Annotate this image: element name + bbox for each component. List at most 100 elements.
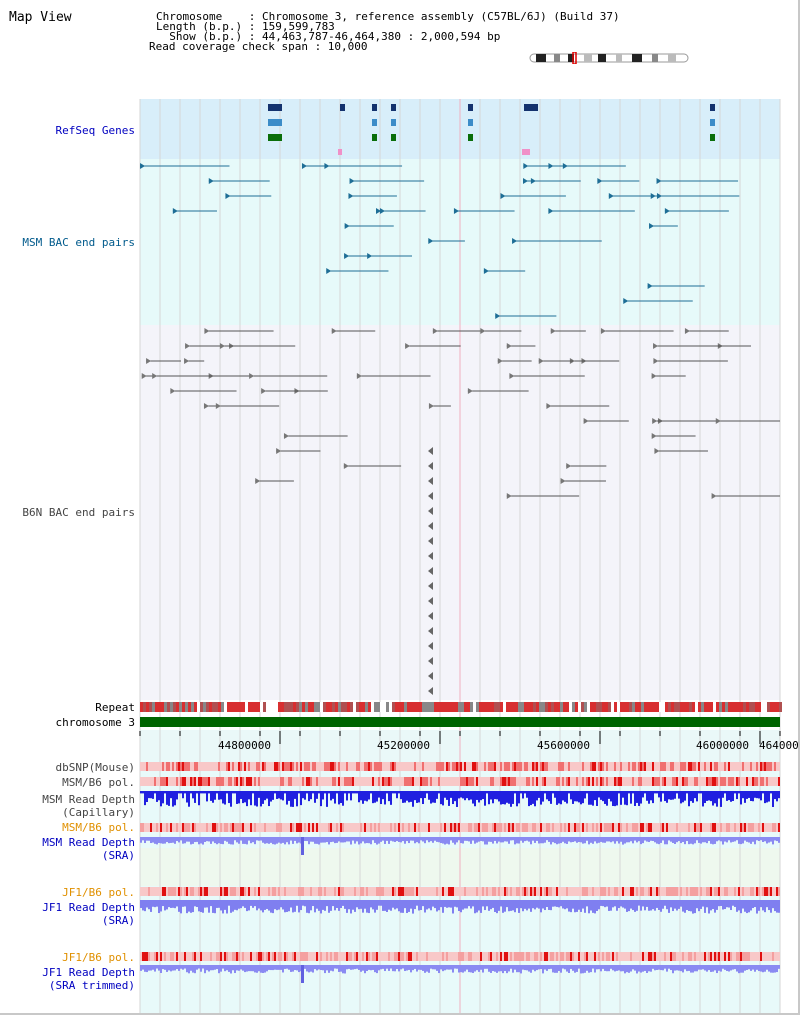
polymorphism-density bbox=[430, 952, 432, 961]
polymorphism-density bbox=[264, 887, 266, 896]
repeat-block bbox=[668, 702, 671, 712]
track-label-msm-read-depth-sra[interactable]: MSM Read Depth bbox=[42, 836, 135, 849]
track-label-dbsnp[interactable]: dbSNP(Mouse) bbox=[55, 761, 135, 774]
read-depth-bar bbox=[476, 837, 478, 843]
read-depth-bar bbox=[714, 791, 716, 804]
repeat-block bbox=[422, 702, 425, 712]
polymorphism-density bbox=[498, 887, 500, 896]
read-depth-bar bbox=[446, 965, 448, 970]
read-depth-bar bbox=[440, 837, 442, 844]
polymorphism-density bbox=[570, 777, 572, 786]
read-depth-bar bbox=[616, 791, 618, 806]
header-coverage-span: Read coverage check span : 10,000 bbox=[149, 40, 368, 53]
polymorphism-density bbox=[398, 952, 400, 961]
read-depth-bar bbox=[764, 837, 766, 842]
polymorphism-density bbox=[748, 762, 750, 771]
polymorphism-density bbox=[236, 887, 238, 896]
polymorphism-density bbox=[264, 823, 266, 832]
repeat-block bbox=[191, 702, 194, 712]
repeat-block bbox=[320, 702, 323, 712]
read-depth-bar bbox=[274, 965, 276, 970]
chromosome-ideogram[interactable] bbox=[528, 52, 692, 64]
track-label-msm-read-depth-capillary[interactable]: MSM Read Depth bbox=[42, 793, 135, 806]
repeat-block bbox=[254, 702, 257, 712]
polymorphism-density bbox=[330, 823, 332, 832]
read-depth-bar bbox=[650, 965, 652, 972]
polymorphism-density bbox=[398, 887, 400, 896]
polymorphism-density bbox=[540, 823, 542, 832]
polymorphism-density bbox=[716, 762, 718, 771]
polymorphism-density bbox=[530, 887, 532, 896]
read-depth-bar bbox=[582, 965, 584, 974]
read-depth-bar bbox=[684, 965, 686, 970]
polymorphism-density bbox=[578, 952, 580, 961]
track-label-jf1-read-depth-sra[interactable]: JF1 Read Depth bbox=[42, 901, 135, 914]
polymorphism-density bbox=[474, 952, 476, 961]
read-depth-bar bbox=[514, 900, 516, 913]
polymorphism-density bbox=[598, 952, 600, 961]
polymorphism-density bbox=[764, 762, 766, 771]
polymorphism-density bbox=[404, 777, 406, 786]
read-depth-bar bbox=[226, 837, 228, 842]
track-label-msm-b6-pol-2[interactable]: MSM/B6 pol. bbox=[62, 821, 135, 834]
read-depth-bar bbox=[476, 965, 478, 971]
polymorphism-density bbox=[222, 887, 224, 896]
polymorphism-density bbox=[172, 887, 174, 896]
polymorphism-density bbox=[430, 777, 432, 786]
polymorphism-density bbox=[560, 823, 562, 832]
track-label-msm-b6-pol-1[interactable]: MSM/B6 pol. bbox=[62, 776, 135, 789]
read-depth-bar bbox=[208, 900, 210, 913]
polymorphism-density bbox=[488, 823, 490, 832]
polymorphism-density bbox=[350, 952, 352, 961]
read-depth-bar bbox=[728, 900, 730, 908]
polymorphism-density bbox=[196, 762, 198, 771]
track-label-jf1-b6-pol-2[interactable]: JF1/B6 pol. bbox=[62, 951, 135, 964]
b6n-bac-end bbox=[583, 418, 589, 424]
read-depth-bar bbox=[470, 837, 472, 844]
read-depth-bar bbox=[660, 791, 662, 802]
polymorphism-density bbox=[658, 952, 660, 961]
read-depth-bar bbox=[698, 837, 700, 843]
read-depth-bar bbox=[650, 837, 652, 841]
polymorphism-density bbox=[304, 777, 306, 786]
polymorphism-density bbox=[570, 823, 572, 832]
polymorphism-density bbox=[520, 762, 522, 771]
polymorphism-density bbox=[428, 887, 430, 896]
track-label-refseq-genes[interactable]: RefSeq Genes bbox=[55, 124, 135, 137]
polymorphism-density bbox=[432, 887, 434, 896]
read-depth-bar bbox=[704, 900, 706, 913]
polymorphism-density bbox=[348, 762, 350, 771]
read-depth-bar bbox=[484, 837, 486, 845]
track-label-msm-bac[interactable]: MSM BAC end pairs bbox=[22, 236, 135, 249]
polymorphism-density bbox=[550, 777, 552, 786]
read-depth-bar bbox=[548, 965, 550, 970]
read-depth-bar bbox=[276, 791, 278, 799]
read-depth-bar bbox=[232, 837, 234, 845]
polymorphism-density bbox=[290, 887, 292, 896]
polymorphism-density bbox=[592, 952, 594, 961]
read-depth-bar bbox=[752, 837, 754, 842]
polymorphism-density bbox=[280, 762, 282, 771]
read-depth-bar bbox=[490, 791, 492, 800]
read-depth-bar bbox=[556, 837, 558, 845]
polymorphism-density bbox=[362, 952, 364, 961]
read-depth-bar bbox=[514, 837, 516, 845]
read-depth-bar bbox=[770, 837, 772, 842]
polymorphism-density bbox=[156, 952, 158, 961]
track-label-b6n-bac[interactable]: B6N BAC end pairs bbox=[22, 506, 135, 519]
read-depth-bar bbox=[312, 791, 314, 794]
read-depth-bar bbox=[618, 900, 620, 909]
track-label-jf1-read-depth-trimmed[interactable]: JF1 Read Depth bbox=[42, 966, 135, 979]
polymorphism-density bbox=[332, 823, 334, 832]
polymorphism-density bbox=[242, 762, 244, 771]
polymorphism-density bbox=[514, 952, 516, 961]
polymorphism-density bbox=[148, 762, 150, 771]
polymorphism-density bbox=[426, 777, 428, 786]
track-label-jf1-b6-pol-1[interactable]: JF1/B6 pol. bbox=[62, 886, 135, 899]
polymorphism-density bbox=[406, 777, 408, 786]
polymorphism-density bbox=[610, 777, 612, 786]
read-depth-bar bbox=[502, 965, 504, 974]
read-depth-bar bbox=[688, 965, 690, 971]
polymorphism-density bbox=[576, 887, 578, 896]
